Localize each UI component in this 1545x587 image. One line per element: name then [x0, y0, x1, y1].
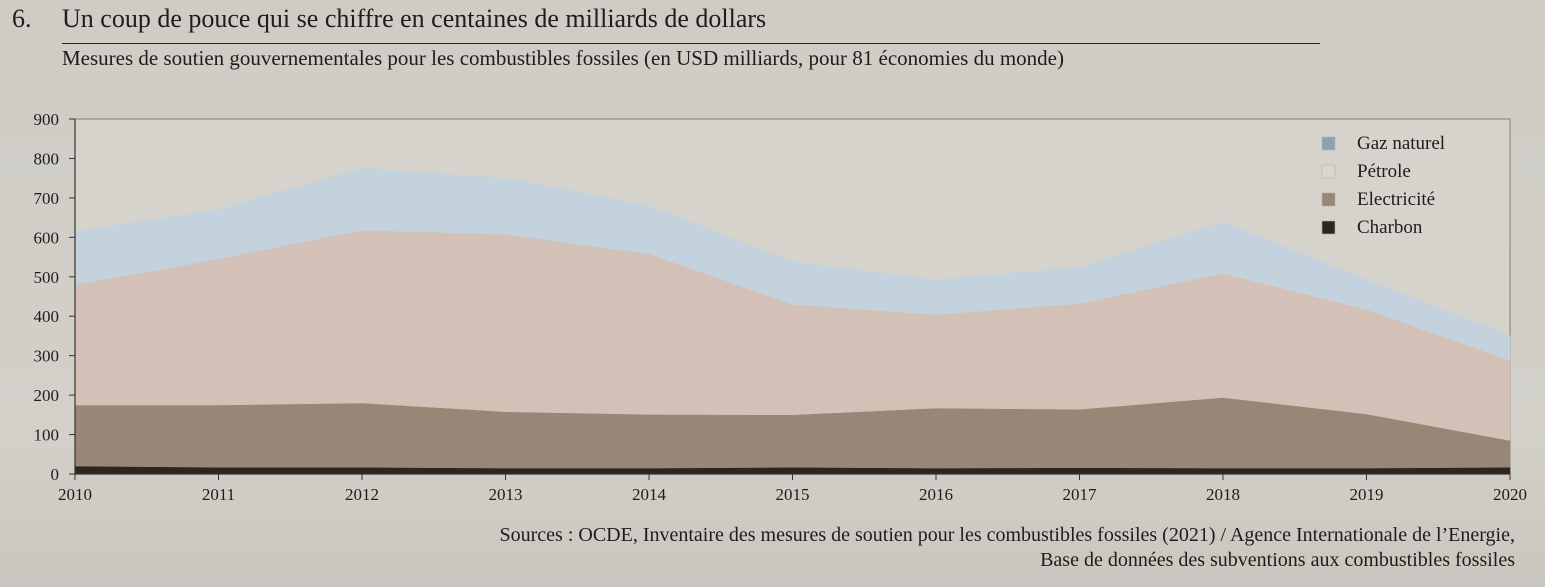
legend-label-petrole: Pétrole	[1357, 161, 1411, 182]
x-tick-label: 2010	[58, 485, 92, 504]
y-tick-label: 900	[34, 110, 60, 129]
legend-label-charbon: Charbon	[1357, 217, 1423, 238]
x-tick-label: 2016	[919, 485, 953, 504]
axes: 0 100 200 300 400 500 600 700 800 900 2010 2011 2012…	[34, 110, 1528, 504]
legend-item-gaz-naturel: Gaz naturel	[1321, 133, 1445, 154]
y-tick-label: 300	[34, 347, 60, 366]
series-areas	[74, 168, 1511, 475]
legend-swatch-charbon	[1321, 220, 1336, 235]
legend: Gaz naturel Pétrole Electricité Charbon	[1321, 133, 1445, 238]
x-tick-label: 2019	[1350, 485, 1384, 504]
y-tick-label: 200	[34, 386, 60, 405]
y-tick-label: 400	[34, 307, 60, 326]
sources-note: Sources : OCDE, Inventaire des mesures d…	[500, 523, 1515, 573]
figure-number: 6.	[12, 4, 32, 33]
x-tick-label: 2018	[1206, 485, 1240, 504]
legend-item-petrole: Pétrole	[1321, 161, 1411, 182]
legend-swatch-electricite	[1321, 192, 1336, 207]
legend-item-charbon: Charbon	[1321, 217, 1423, 238]
legend-label-gaz-naturel: Gaz naturel	[1357, 133, 1445, 154]
y-tick-label: 800	[34, 149, 60, 168]
legend-swatch-gaz-naturel	[1321, 136, 1336, 151]
x-tick-label: 2020	[1493, 485, 1527, 504]
x-tick-label: 2013	[489, 485, 523, 504]
x-tick-label: 2015	[776, 485, 810, 504]
legend-swatch-petrole	[1321, 164, 1336, 179]
figure-subtitle: Mesures de soutien gouvernementales pour…	[62, 46, 1064, 70]
y-tick-label: 100	[34, 426, 60, 445]
x-tick-label: 2012	[345, 485, 379, 504]
figure-title-row: 6. Un coup de pouce qui se chiffre en cen…	[12, 4, 766, 34]
figure-title: Un coup de pouce qui se chiffre en centa…	[62, 4, 767, 33]
x-tick-label: 2017	[1063, 485, 1098, 504]
legend-label-electricite: Electricité	[1357, 189, 1435, 210]
y-tick-label: 0	[51, 465, 60, 484]
area-gaz-naturel	[74, 168, 1511, 361]
y-tick-label: 500	[34, 268, 60, 287]
title-divider	[62, 43, 1320, 44]
legend-item-electricite: Electricité	[1321, 189, 1435, 210]
x-tick-label: 2011	[202, 485, 235, 504]
x-tick-label: 2014	[632, 485, 667, 504]
sources-line-1: Sources : OCDE, Inventaire des mesures d…	[499, 524, 1515, 546]
y-tick-label: 700	[34, 189, 60, 208]
sources-line-2: Base de données des subventions aux comb…	[1040, 549, 1515, 571]
y-tick-label: 600	[34, 228, 60, 247]
